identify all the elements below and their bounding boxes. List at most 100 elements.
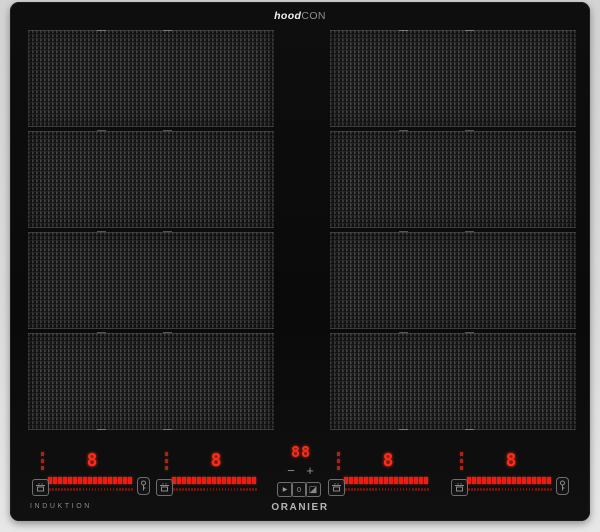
slider-segment[interactable] bbox=[344, 477, 348, 484]
slider-segment[interactable] bbox=[512, 477, 516, 484]
slider-segment[interactable] bbox=[497, 477, 501, 484]
timer-mini-digit: 8 bbox=[459, 452, 464, 458]
minus-key[interactable]: − bbox=[287, 463, 295, 478]
slider-segment[interactable] bbox=[252, 477, 256, 484]
slider-dot bbox=[510, 488, 513, 491]
pot-detection-key[interactable] bbox=[32, 479, 49, 496]
plus-key[interactable]: + bbox=[306, 463, 314, 478]
slider-dot-scale bbox=[49, 488, 133, 491]
slider-segment[interactable] bbox=[384, 477, 388, 484]
slider-segment[interactable] bbox=[507, 477, 511, 484]
slider-segment[interactable] bbox=[472, 477, 476, 484]
pause-play-button[interactable]: ▶ bbox=[277, 482, 293, 497]
power-slider[interactable] bbox=[48, 477, 132, 484]
slider-segment[interactable] bbox=[197, 477, 201, 484]
slider-segment[interactable] bbox=[222, 477, 226, 484]
slider-segment[interactable] bbox=[502, 477, 506, 484]
slider-dot bbox=[188, 488, 190, 491]
slider-dot bbox=[480, 488, 482, 491]
slider-segment[interactable] bbox=[48, 477, 52, 484]
slider-segment[interactable] bbox=[379, 477, 383, 484]
slider-dot bbox=[363, 488, 365, 491]
slider-segment[interactable] bbox=[88, 477, 92, 484]
pot-detection-key[interactable] bbox=[451, 479, 468, 496]
slider-segment[interactable] bbox=[192, 477, 196, 484]
bridge-zone-button[interactable]: ◪ bbox=[305, 482, 321, 497]
slider-segment[interactable] bbox=[349, 477, 353, 484]
slider-segment[interactable] bbox=[113, 477, 117, 484]
separator-tick bbox=[465, 332, 474, 333]
slider-segment[interactable] bbox=[389, 477, 393, 484]
slider-segment[interactable] bbox=[424, 477, 428, 484]
slider-segment[interactable] bbox=[374, 477, 378, 484]
slider-segment[interactable] bbox=[542, 477, 546, 484]
child-lock-key[interactable] bbox=[556, 477, 569, 495]
slider-segment[interactable] bbox=[118, 477, 122, 484]
slider-segment[interactable] bbox=[202, 477, 206, 484]
slider-segment[interactable] bbox=[58, 477, 62, 484]
slider-segment[interactable] bbox=[477, 477, 481, 484]
slider-segment[interactable] bbox=[98, 477, 102, 484]
slider-segment[interactable] bbox=[547, 477, 551, 484]
pot-detection-key[interactable] bbox=[156, 479, 173, 496]
slider-segment[interactable] bbox=[217, 477, 221, 484]
slider-dot bbox=[421, 488, 423, 491]
slider-segment[interactable] bbox=[108, 477, 112, 484]
slider-dot bbox=[215, 488, 218, 491]
slider-dot bbox=[224, 488, 227, 491]
slider-segment[interactable] bbox=[83, 477, 87, 484]
slider-dot bbox=[486, 488, 488, 491]
slider-segment[interactable] bbox=[172, 477, 176, 484]
slider-segment[interactable] bbox=[63, 477, 67, 484]
slider-segment[interactable] bbox=[404, 477, 408, 484]
slider-segment[interactable] bbox=[399, 477, 403, 484]
slider-dot bbox=[345, 488, 347, 491]
power-slider[interactable] bbox=[172, 477, 256, 484]
slider-segment[interactable] bbox=[359, 477, 363, 484]
slider-segment[interactable] bbox=[73, 477, 77, 484]
slider-segment[interactable] bbox=[177, 477, 181, 484]
slider-segment[interactable] bbox=[409, 477, 413, 484]
slider-dot bbox=[76, 488, 78, 491]
slider-segment[interactable] bbox=[522, 477, 526, 484]
slider-segment[interactable] bbox=[182, 477, 186, 484]
slider-segment[interactable] bbox=[212, 477, 216, 484]
slider-segment[interactable] bbox=[78, 477, 82, 484]
child-lock-key[interactable] bbox=[137, 477, 150, 495]
slider-segment[interactable] bbox=[68, 477, 72, 484]
slider-segment[interactable] bbox=[53, 477, 57, 484]
slider-segment[interactable] bbox=[492, 477, 496, 484]
slider-segment[interactable] bbox=[103, 477, 107, 484]
slider-segment[interactable] bbox=[419, 477, 423, 484]
timer-button[interactable]: 0 bbox=[291, 482, 307, 497]
slider-segment[interactable] bbox=[354, 477, 358, 484]
slider-segment[interactable] bbox=[537, 477, 541, 484]
slider-segment[interactable] bbox=[364, 477, 368, 484]
slider-segment[interactable] bbox=[232, 477, 236, 484]
separator-tick bbox=[465, 30, 474, 31]
slider-segment[interactable] bbox=[242, 477, 246, 484]
cooking-zone-surface bbox=[28, 232, 274, 329]
slider-segment[interactable] bbox=[237, 477, 241, 484]
slider-segment[interactable] bbox=[467, 477, 471, 484]
slider-segment[interactable] bbox=[394, 477, 398, 484]
slider-segment[interactable] bbox=[414, 477, 418, 484]
slider-segment[interactable] bbox=[123, 477, 127, 484]
power-slider[interactable] bbox=[344, 477, 428, 484]
slider-segment[interactable] bbox=[517, 477, 521, 484]
slider-segment[interactable] bbox=[93, 477, 97, 484]
slider-segment[interactable] bbox=[187, 477, 191, 484]
slider-segment[interactable] bbox=[247, 477, 251, 484]
slider-segment[interactable] bbox=[207, 477, 211, 484]
slider-dot bbox=[538, 488, 540, 491]
slider-segment[interactable] bbox=[532, 477, 536, 484]
slider-segment[interactable] bbox=[487, 477, 491, 484]
slider-segment[interactable] bbox=[369, 477, 373, 484]
slider-segment[interactable] bbox=[128, 477, 132, 484]
slider-segment[interactable] bbox=[227, 477, 231, 484]
power-slider[interactable] bbox=[467, 477, 551, 484]
slider-segment[interactable] bbox=[527, 477, 531, 484]
slider-dot bbox=[197, 488, 199, 491]
slider-segment[interactable] bbox=[482, 477, 486, 484]
pot-detection-key[interactable] bbox=[328, 479, 345, 496]
